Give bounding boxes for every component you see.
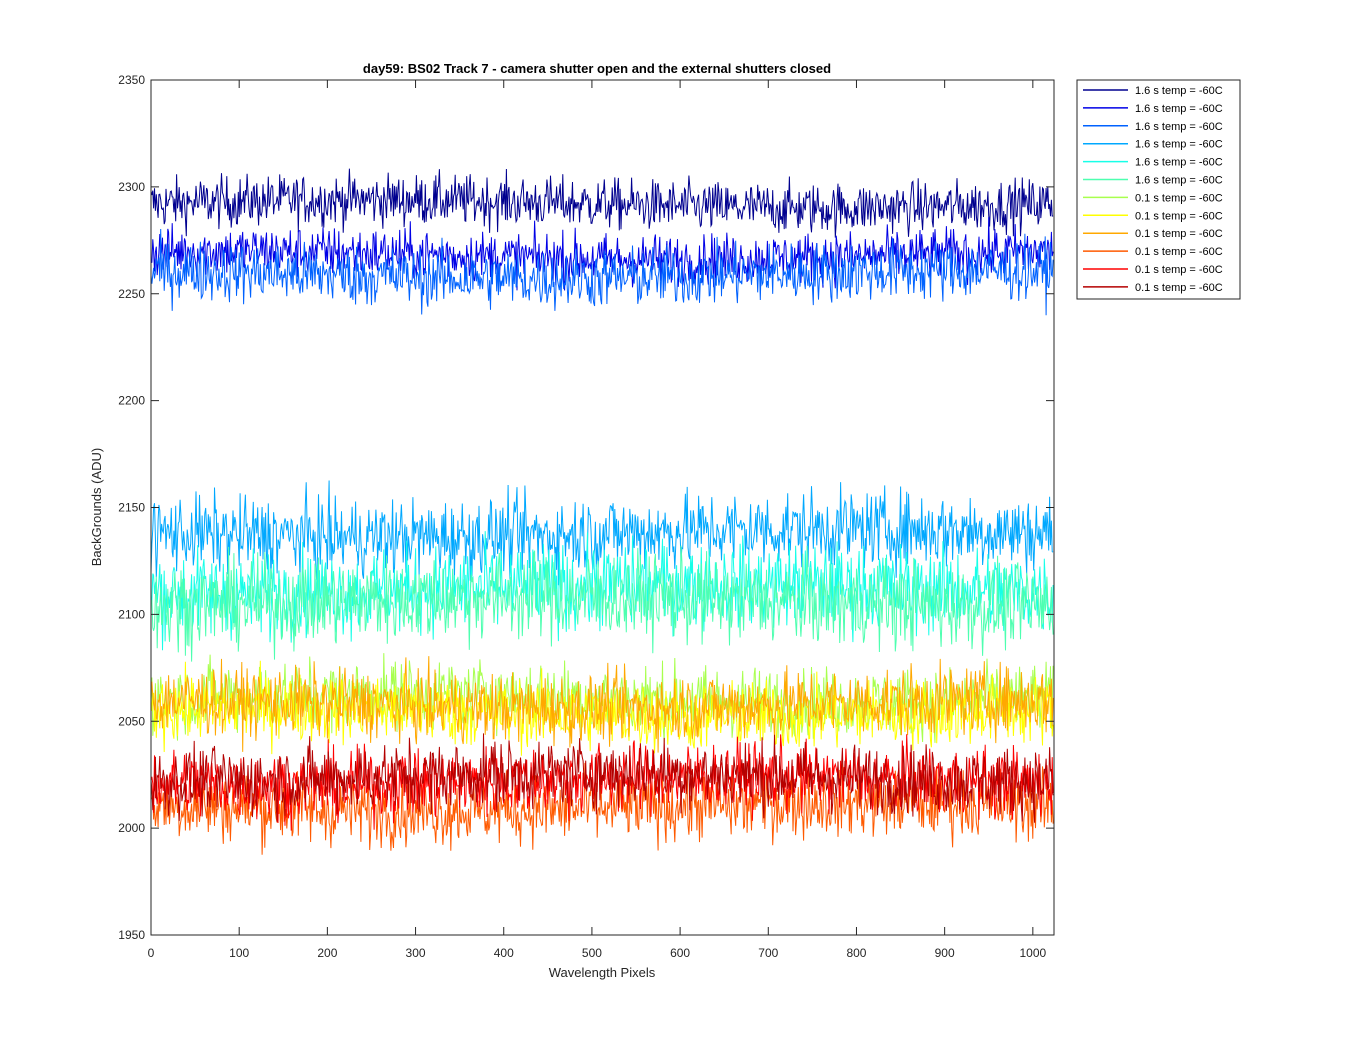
- y-tick-label: 2200: [118, 394, 145, 408]
- legend: 1.6 s temp = -60C 1.6 s temp = -60C 1.6 s …: [1076, 79, 1241, 300]
- series-line-10: [150, 762, 1054, 855]
- y-tick-label: 2100: [118, 607, 145, 621]
- legend-label: 1.6 s temp = -60C: [1135, 85, 1223, 97]
- x-tick-label: 800: [846, 946, 866, 960]
- series-line-1: [150, 168, 1054, 238]
- legend-label: 1.6 s temp = -60C: [1135, 157, 1223, 169]
- series-line-9: [150, 656, 1054, 753]
- legend-label: 1.6 s temp = -60C: [1135, 175, 1223, 187]
- legend-label: 1.6 s temp = -60C: [1135, 103, 1223, 115]
- plot-area: 0 100 200 300 400 500 600 700 800 900 1000 1950 2000…: [118, 73, 1055, 960]
- series-line-2: [150, 217, 1054, 291]
- legend-label: 0.1 s temp = -60C: [1135, 210, 1223, 222]
- legend-label: 0.1 s temp = -60C: [1135, 192, 1223, 204]
- series-line-7: [150, 653, 1054, 743]
- y-tick-label: 2050: [118, 714, 145, 728]
- series-line-6: [150, 545, 1054, 662]
- legend-box: [1076, 79, 1241, 300]
- y-axis-label: BackGrounds (ADU): [89, 448, 104, 566]
- legend-label: 0.1 s temp = -60C: [1135, 246, 1223, 258]
- x-tick-label: 300: [406, 946, 426, 960]
- x-tick-label: 700: [758, 946, 778, 960]
- legend-label: 0.1 s temp = -60C: [1135, 282, 1223, 294]
- series-line-3: [150, 228, 1054, 316]
- series-line-8: [150, 660, 1054, 756]
- y-tick-label: 1950: [118, 928, 145, 942]
- series-line-4: [150, 480, 1054, 586]
- x-axis-label: Wavelength Pixels: [549, 965, 656, 980]
- legend-label: 0.1 s temp = -60C: [1135, 264, 1223, 276]
- legend-label: 1.6 s temp = -60C: [1135, 139, 1223, 151]
- x-tick-label: 400: [494, 946, 514, 960]
- chart-title: day59: BS02 Track 7 - camera shutter ope…: [363, 61, 831, 76]
- tick-layer: 0 100 200 300 400 500 600 700 800 900 1000 1950 2000…: [118, 73, 1054, 960]
- y-tick-label: 2000: [118, 821, 145, 835]
- x-tick-label: 100: [229, 946, 249, 960]
- series-line-12: [150, 733, 1054, 823]
- series-layer: [150, 168, 1054, 855]
- x-tick-label: 0: [148, 946, 155, 960]
- y-tick-label: 2350: [118, 73, 145, 87]
- legend-label: 0.1 s temp = -60C: [1135, 228, 1223, 240]
- x-tick-label: 200: [317, 946, 337, 960]
- x-tick-label: 600: [670, 946, 690, 960]
- legend-items: 1.6 s temp = -60C 1.6 s temp = -60C 1.6 s …: [1083, 85, 1223, 294]
- y-tick-label: 2250: [118, 287, 145, 301]
- x-tick-label: 500: [582, 946, 602, 960]
- legend-label: 1.6 s temp = -60C: [1135, 121, 1223, 133]
- x-tick-label: 1000: [1019, 946, 1046, 960]
- y-tick-label: 2300: [118, 180, 145, 194]
- x-tick-label: 900: [935, 946, 955, 960]
- y-tick-label: 2150: [118, 501, 145, 515]
